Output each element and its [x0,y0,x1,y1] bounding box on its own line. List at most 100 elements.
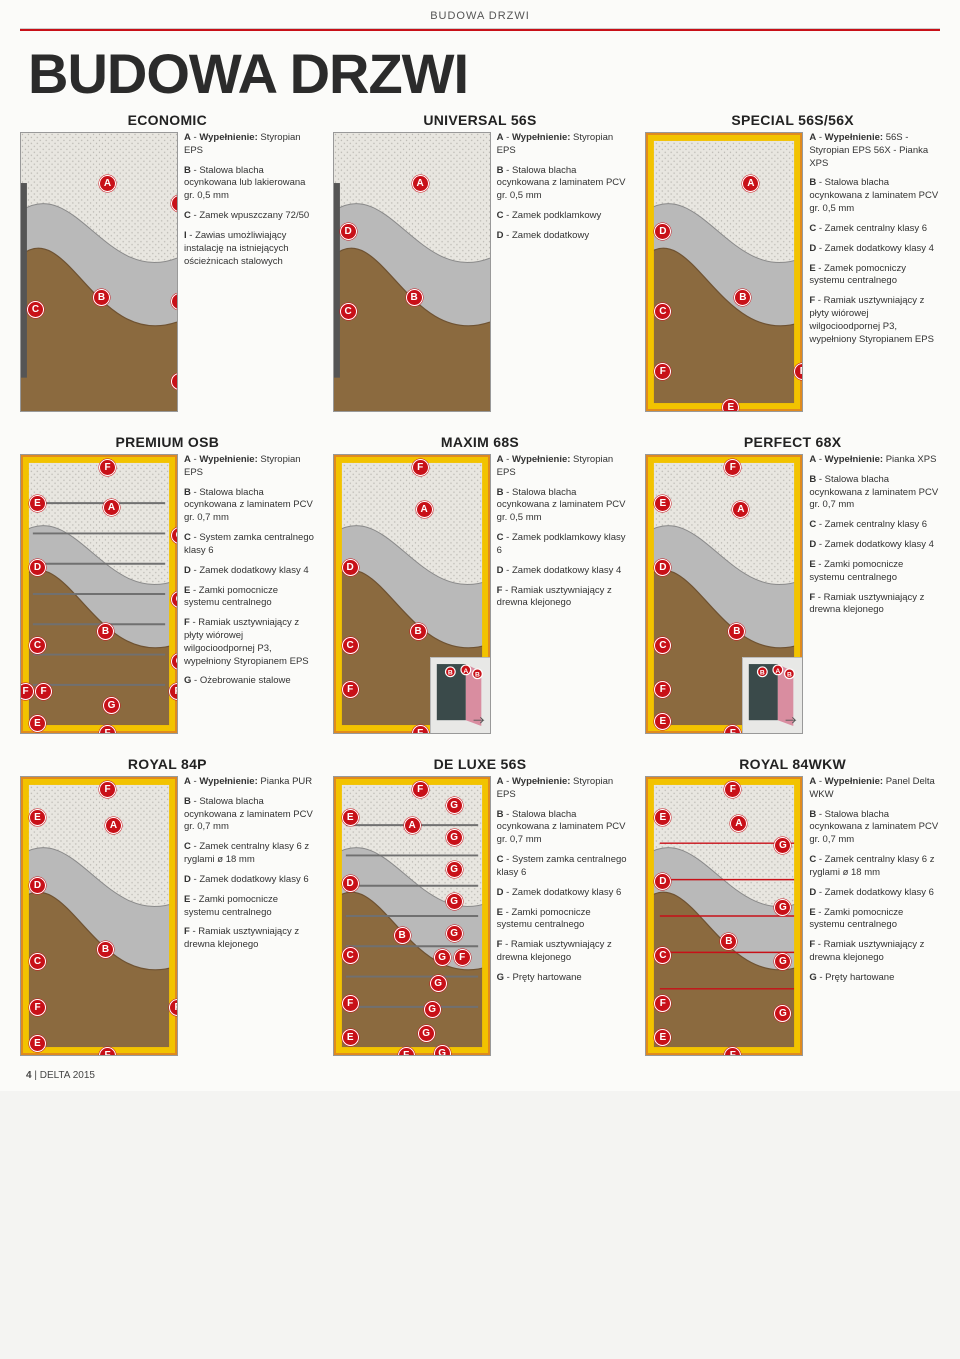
page-title: BUDOWA DRZWI [20,35,940,110]
callout-badge: F [99,459,116,476]
legend-item: I - Zawias umożliwiający instalację na i… [184,230,315,268]
footer-text: | DELTA 2015 [34,1070,95,1081]
legend-item: A - Wypełnienie: Styropian EPS [184,454,315,480]
callout-badge: G [446,829,463,846]
legend: A - Wypełnienie: Panel Delta WKW B - Stal… [809,776,940,992]
door-diagram: FEAGDGBCGFGEF [645,776,803,1056]
section-inset: B A B [742,657,803,734]
legend: A - Wypełnienie: 56S - Styropian EPS 56X… [809,132,940,353]
callout-badge: G [418,1025,435,1042]
legend-item: D - Zamek dodatkowy klasy 4 [497,565,628,578]
callout-badge: B [97,941,114,958]
model-body: FEADBCFFEF B A B A - Wypełnienie: Pianka… [645,454,940,734]
legend: A - Wypełnienie: Pianka PUR B - Stalowa b… [184,776,315,959]
callout-badge: D [29,877,46,894]
legend-item: A - Wypełnienie: Styropian EPS [497,132,628,158]
accent-rule [20,29,940,31]
legend-item: C - Zamek centralny klasy 6 [809,519,940,532]
door-diagram: FGEAGGDGBGCGFGFGEGFG [333,776,491,1056]
callout-badge: G [446,861,463,878]
legend-item: C - Zamek podklamkowy klasy 6 [497,532,628,558]
legend-item: D - Zamek dodatkowy klasy 4 [809,243,940,256]
model-body: AIBICIA - Wypełnienie: Styropian EPSB - … [20,132,315,412]
model-cell: SPECIAL 56S/56X ADBCFFEA - Wypełnienie: … [645,112,940,412]
callout-badge: F [342,995,359,1012]
callout-badge: F [412,781,429,798]
model-cell: DE LUXE 56S FGEAGGDGBGCGFGFGEGFGA - Wype… [333,756,628,1056]
svg-text:A: A [776,668,781,675]
model-body: FGEAGGDGBGCGFGFGEGFGA - Wypełnienie: Sty… [333,776,628,1056]
legend-item: D - Zamek dodatkowy klasy 6 [497,887,628,900]
callout-badge: G [446,797,463,814]
callout-badge: B [97,623,114,640]
callout-badge: F [35,683,52,700]
callout-badge: C [29,953,46,970]
svg-text:B: B [475,672,480,679]
legend: A - Wypełnienie: Styropian EPSB - Stalow… [184,132,315,275]
callout-badge: F [342,681,359,698]
legend-item: F - Ramiak usztywniający z drewna klejon… [809,592,940,618]
section-inset: B A B [430,657,491,734]
callout-badge: E [29,809,46,826]
callout-badge: A [412,175,429,192]
legend: A - Wypełnienie: Styropian EPS B - Stalow… [497,776,628,992]
legend-item: F - Ramiak usztywniający z drewna klejon… [497,585,628,611]
callout-badge: F [398,1047,415,1056]
model-body: FEAGDGBCGFFFGEFA - Wypełnienie: Styropia… [20,454,315,734]
svg-text:B: B [448,670,453,677]
legend-item: A - Wypełnienie: Pianka PUR [184,776,315,789]
legend-item: G - Pręty hartowane [497,972,628,985]
legend-item: B - Stalowa blacha ocynkowana z laminate… [497,809,628,847]
legend-item: G - Ożebrowanie stalowe [184,675,315,688]
legend-item: F - Ramiak usztywniający z drewna klejon… [184,926,315,952]
callout-badge: B [93,289,110,306]
callout-badge: F [412,725,429,734]
callout-badge: G [434,1045,451,1056]
model-name: ECONOMIC [20,112,315,128]
callout-badge: C [342,947,359,964]
model-body: FEAGDGBCGFGEFA - Wypełnienie: Panel Delt… [645,776,940,1056]
legend-item: E - Zamki pomocnicze systemu centralnego [809,907,940,933]
svg-text:B: B [787,672,792,679]
callout-badge: A [416,501,433,518]
models-grid: ECONOMIC AIBICIA - Wypełnienie: Styropia… [20,112,940,1056]
legend-item: E - Zamki pomocnicze systemu centralnego [497,907,628,933]
legend-item: B - Stalowa blacha ocynkowana z laminate… [184,796,315,834]
door-diagram: FEADBCFFEF [20,776,178,1056]
callout-badge: G [430,975,447,992]
legend-item: C - Zamek wpuszczany 72/50 [184,210,315,223]
legend-item: A - Wypełnienie: Panel Delta WKW [809,776,940,802]
model-name: DE LUXE 56S [333,756,628,772]
callout-badge: E [342,1029,359,1046]
callout-badge: G [446,893,463,910]
callout-badge: F [29,999,46,1016]
model-cell: ROYAL 84WKW FEAGDGBCGFGEFA - Wypełnienie… [645,756,940,1056]
model-name: PERFECT 68X [645,434,940,450]
callout-badge: E [29,715,46,732]
legend-item: B - Stalowa blacha ocynkowana z laminate… [809,177,940,215]
legend-item: F - Ramiak usztywniający z drewna klejon… [809,939,940,965]
model-name: ROYAL 84P [20,756,315,772]
legend-item: E - Zamki pomocnicze systemu centralnego [184,585,315,611]
callout-badge: C [27,301,44,318]
model-name: PREMIUM OSB [20,434,315,450]
callout-badge: E [29,495,46,512]
legend-item: E - Zamki pomocnicze systemu centralnego [184,894,315,920]
model-cell: MAXIM 68S FADBCFFF B A B A - Wypełnienie… [333,434,628,734]
door-diagram: FEADBCFFEF B A B [645,454,803,734]
legend-item: C - Zamek centralny klasy 6 z ryglami ø … [809,854,940,880]
legend: A - Wypełnienie: Styropian EPSB - Stalow… [497,132,628,250]
legend-item: A - Wypełnienie: Styropian EPS [497,776,628,802]
legend-item: C - Zamek centralny klasy 6 [809,223,940,236]
legend-item: A - Wypełnienie: Styropian EPS [497,454,628,480]
model-name: SPECIAL 56S/56X [645,112,940,128]
legend-item: B - Stalowa blacha ocynkowana z laminate… [809,809,940,847]
header-section-label: BUDOWA DRZWI [20,8,940,29]
svg-text:A: A [463,668,468,675]
callout-badge: G [424,1001,441,1018]
legend-item: D - Zamek dodatkowy klasy 6 [809,887,940,900]
callout-badge: G [103,697,120,714]
legend-item: F - Ramiak usztywniający z drewna klejon… [497,939,628,965]
model-name: ROYAL 84WKW [645,756,940,772]
callout-badge: G [434,949,451,966]
